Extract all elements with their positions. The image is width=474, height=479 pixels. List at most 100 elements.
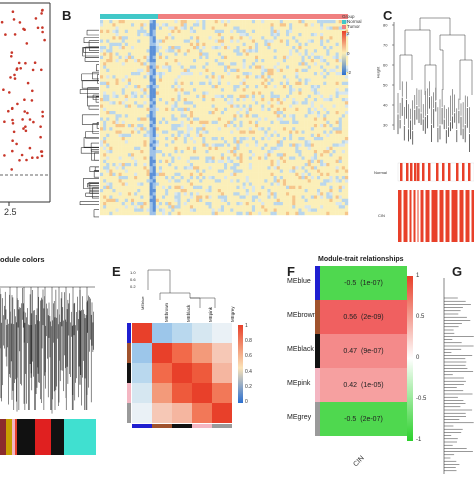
heatmap-cell	[298, 212, 301, 215]
heatmap-cell	[193, 36, 196, 39]
heatmap-cell	[267, 118, 270, 121]
heatmap-cell	[308, 108, 311, 111]
heatmap-cell	[106, 186, 109, 189]
heatmap-cell	[286, 40, 289, 43]
heatmap-cell	[193, 108, 196, 111]
heatmap-cell	[283, 153, 286, 156]
heatmap-cell	[227, 131, 230, 134]
heatmap-cell	[264, 147, 267, 150]
heatmap-cell	[230, 79, 233, 82]
heatmap-cell	[305, 202, 308, 205]
heatmap-cell	[178, 33, 181, 36]
heatmap-cell	[333, 59, 336, 62]
heatmap-cell	[112, 111, 115, 114]
heatmap-cell	[233, 173, 236, 176]
heatmap-cell	[218, 160, 221, 163]
heatmap-cell	[184, 183, 187, 186]
heatmap-cell	[255, 59, 258, 62]
heatmap-cell	[109, 85, 112, 88]
heatmap-cell	[323, 40, 326, 43]
heatmap-cell	[233, 27, 236, 30]
heatmap-cell	[209, 147, 212, 150]
heatmap-cell	[230, 205, 233, 208]
scatter-point	[41, 155, 44, 158]
heatmap-cell	[178, 82, 181, 85]
heatmap-cell	[131, 66, 134, 69]
heatmap-cell	[209, 75, 212, 78]
heatmap-cell	[202, 88, 205, 91]
heatmap-cell	[314, 137, 317, 140]
heatmap-cell	[274, 92, 277, 95]
heatmap-cell	[119, 36, 122, 39]
heatmap-cell	[156, 192, 159, 195]
heatmap-cell	[252, 209, 255, 212]
heatmap-cell	[323, 173, 326, 176]
heatmap-cell	[125, 36, 128, 39]
heatmap-cell	[140, 176, 143, 179]
heatmap-cell	[100, 49, 103, 52]
heatmap-cell	[178, 153, 181, 156]
heatmap-cell	[298, 46, 301, 49]
heatmap-cell	[165, 140, 168, 143]
heatmap-cell	[119, 95, 122, 98]
heatmap-cell	[196, 23, 199, 26]
heatmap-cell	[143, 59, 146, 62]
heatmap-cell	[150, 88, 153, 91]
heatmap-cell	[209, 134, 212, 137]
heatmap-cell	[184, 56, 187, 59]
heatmap-cell	[326, 79, 329, 82]
heatmap-cell	[249, 118, 252, 121]
heatmap-cell	[205, 170, 208, 173]
heatmap-cell	[156, 59, 159, 62]
heatmap-cell	[224, 131, 227, 134]
heatmap-cell	[122, 114, 125, 117]
heatmap-cell	[125, 134, 128, 137]
heatmap-cell	[168, 88, 171, 91]
heatmap-cell	[345, 101, 348, 104]
heatmap-cell	[221, 20, 224, 23]
heatmap-cell	[168, 98, 171, 101]
heatmap-cell	[323, 20, 326, 23]
y-tick-label: 40	[383, 103, 388, 108]
heatmap-cell	[112, 176, 115, 179]
heatmap-cell	[119, 160, 122, 163]
heatmap-cell	[264, 186, 267, 189]
heatmap-cell	[277, 33, 280, 36]
heatmap-cell	[128, 88, 131, 91]
heatmap-cell	[258, 173, 261, 176]
heatmap-cell	[274, 176, 277, 179]
heatmap-cell	[224, 101, 227, 104]
heatmap-cell	[286, 66, 289, 69]
heatmap-cell	[112, 105, 115, 108]
heatmap-cell	[153, 72, 156, 75]
heatmap-cell	[215, 108, 218, 111]
heatmap-cell	[116, 209, 119, 212]
heatmap-cell	[178, 36, 181, 39]
heatmap-cell	[246, 118, 249, 121]
heatmap-cell	[308, 196, 311, 199]
heatmap-cell	[181, 30, 184, 33]
heatmap-cell	[109, 160, 112, 163]
heatmap-cell	[230, 202, 233, 205]
heatmap-cell	[323, 196, 326, 199]
heatmap-cell	[218, 127, 221, 130]
heatmap-cell	[184, 105, 187, 108]
heatmap-cell	[233, 157, 236, 160]
heatmap-cell	[221, 163, 224, 166]
heatmap-cell	[218, 183, 221, 186]
heatmap-cell	[286, 36, 289, 39]
heatmap-cell	[267, 127, 270, 130]
heatmap-cell	[345, 127, 348, 130]
heatmap-cell	[212, 205, 215, 208]
heatmap-cell	[199, 121, 202, 124]
heatmap-cell	[196, 95, 199, 98]
heatmap-cell	[323, 53, 326, 56]
heatmap-cell	[308, 183, 311, 186]
heatmap-cell	[215, 59, 218, 62]
heatmap-cell	[246, 111, 249, 114]
heatmap-cell	[221, 92, 224, 95]
heatmap-cell	[147, 92, 150, 95]
heatmap-cell	[159, 82, 162, 85]
heatmap-cell	[295, 114, 298, 117]
heatmap-cell	[100, 173, 103, 176]
